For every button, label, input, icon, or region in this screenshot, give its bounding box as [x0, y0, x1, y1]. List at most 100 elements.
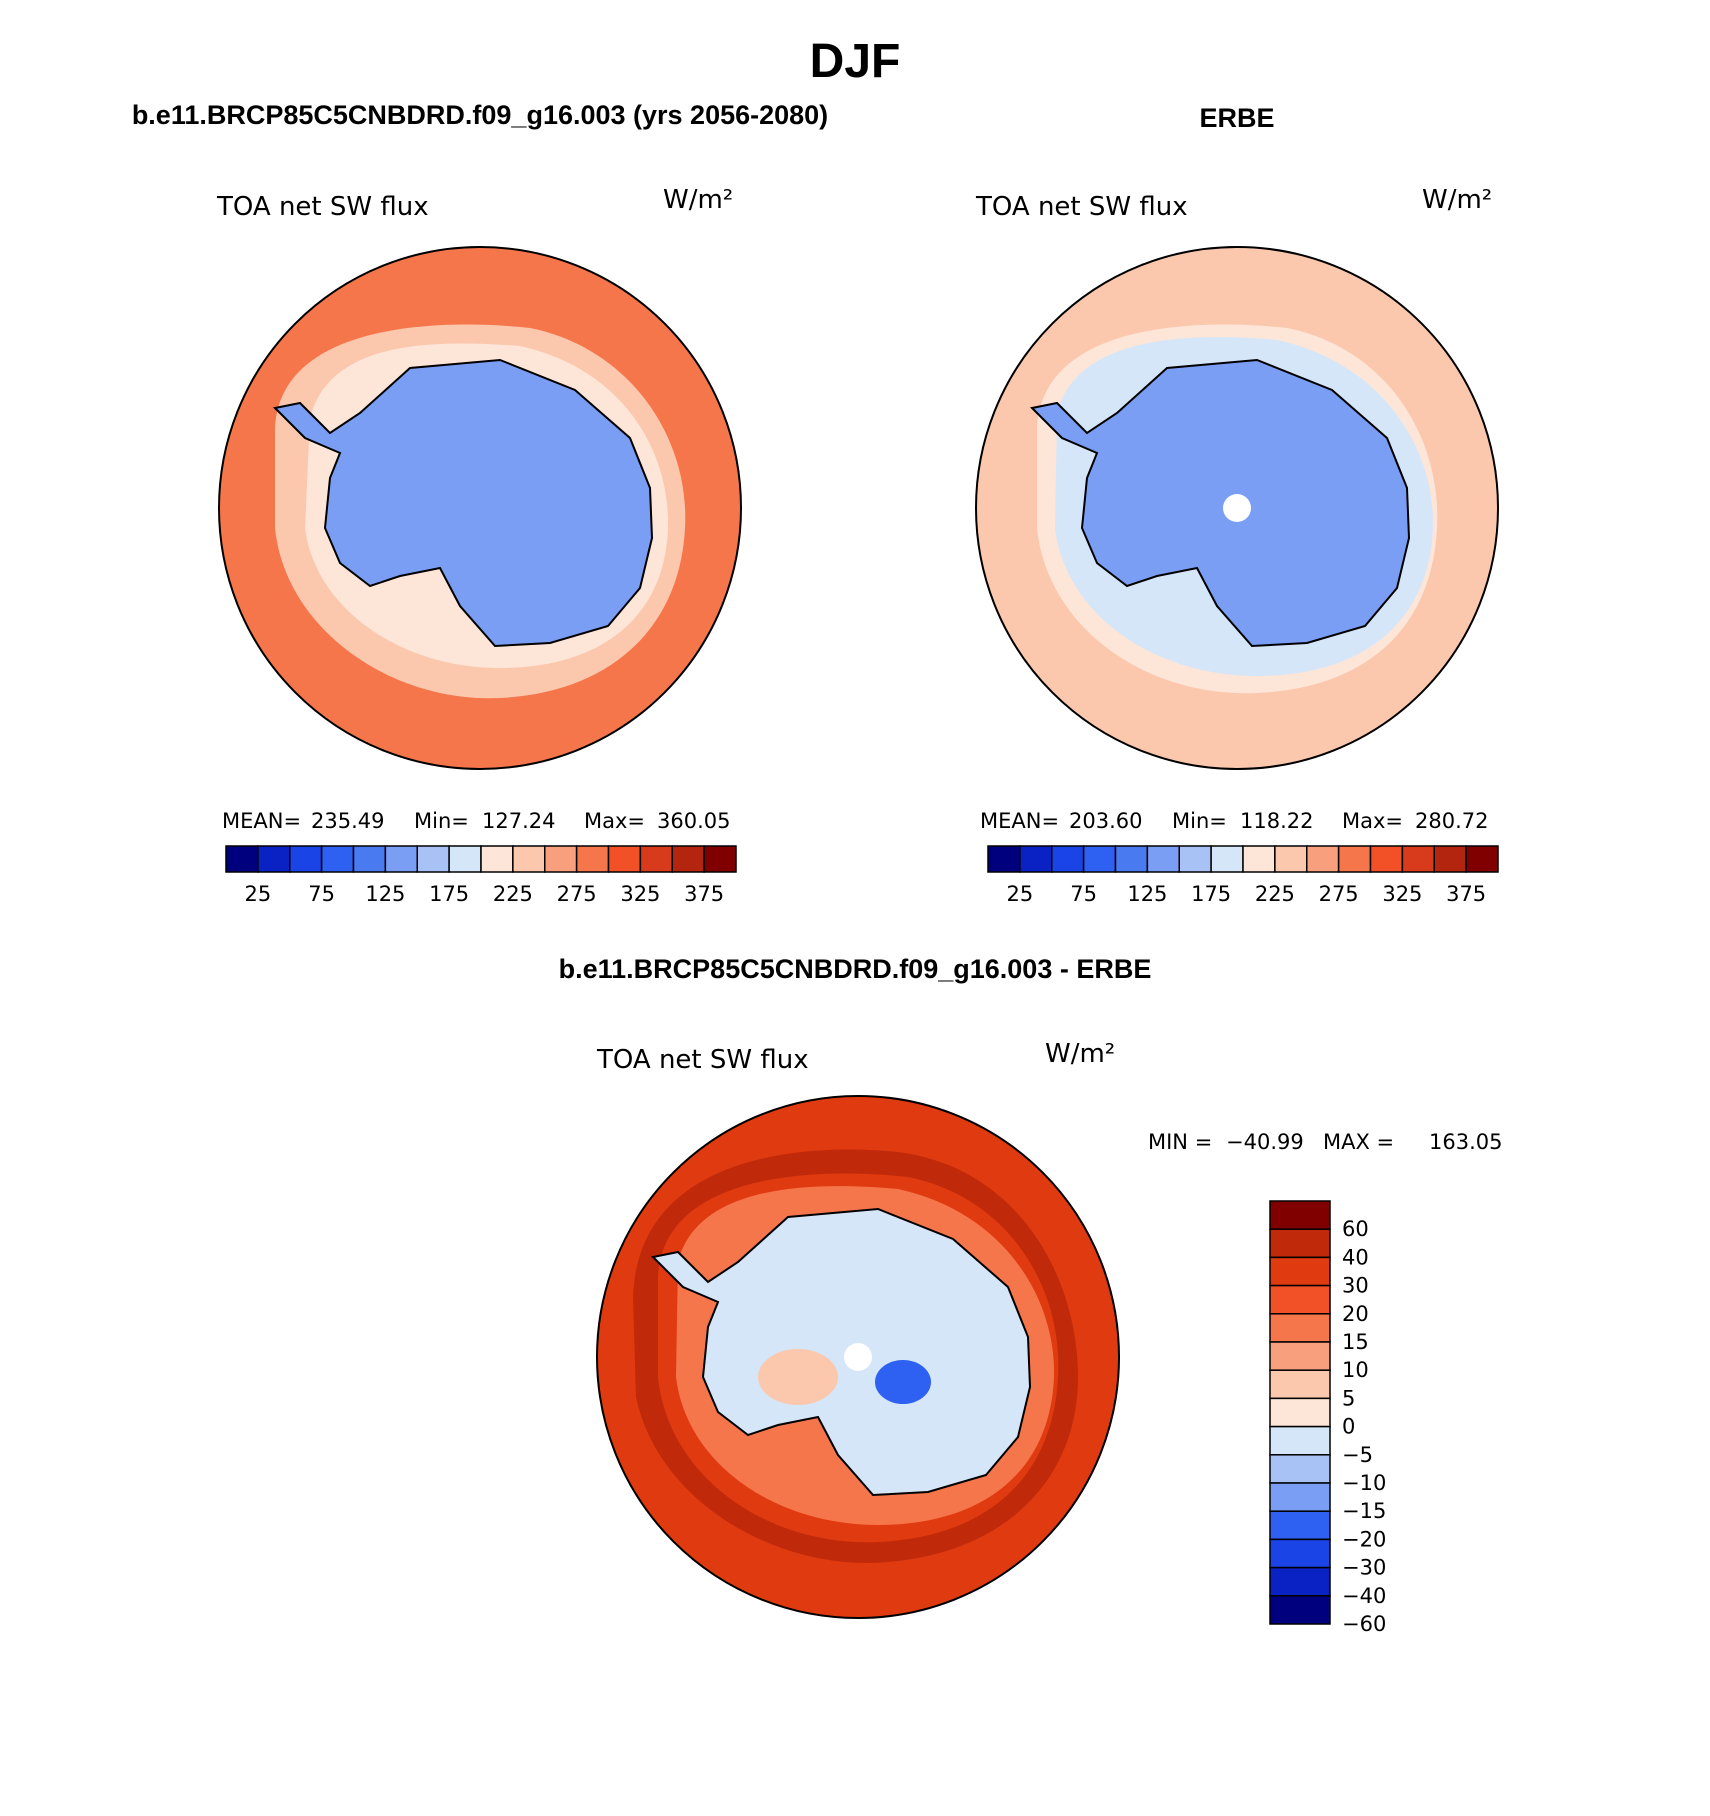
- colorbar-swatch: [1146, 845, 1180, 873]
- colorbar-tick-label: 275: [557, 882, 597, 906]
- colorbar-tick-label: −10: [1342, 1471, 1386, 1495]
- panel-diff-map: [597, 1096, 1119, 1618]
- colorbar-tick-label: −30: [1342, 1556, 1386, 1580]
- colorbar-swatch: [1269, 1595, 1331, 1625]
- min-label: Min=: [414, 809, 469, 833]
- panel-diff-colorbar: 60 40 30 20 15 10 5 0 −5 −10 −15 −20 −30 −40 −60: [1269, 1200, 1386, 1636]
- colorbar-swatch: [1269, 1200, 1331, 1230]
- colorbar-swatch: [1114, 845, 1149, 873]
- colorbar-tick-label: 0: [1342, 1415, 1355, 1439]
- panel-obs-colorbar: 25 75 125 175 225 275 325 375: [987, 845, 1499, 906]
- colorbar-swatch: [1269, 1228, 1331, 1259]
- panel-obs-map: [976, 247, 1498, 769]
- max-value: 360.05: [657, 809, 730, 833]
- panel-model-stats: MEAN= 235.49 Min= 127.24 Max= 360.05: [222, 809, 730, 833]
- colorbar-swatch: [1269, 1341, 1331, 1371]
- colorbar-swatch: [257, 845, 291, 873]
- colorbar-tick-label: 25: [1007, 882, 1034, 906]
- colorbar-tick-label: 175: [1191, 882, 1231, 906]
- colorbar-swatch: [1210, 845, 1244, 873]
- map-border: [596, 1095, 1120, 1619]
- panel-diff-stats: MIN = −40.99 MAX = 163.05: [1148, 1130, 1502, 1154]
- colorbar-swatch: [671, 845, 705, 873]
- panel-obs-stats: MEAN= 203.60 Min= 118.22 Max= 280.72: [980, 809, 1488, 833]
- colorbar-tick-label: 375: [684, 882, 724, 906]
- colorbar-swatch: [1269, 1397, 1331, 1428]
- colorbar-tick-label: 75: [308, 882, 335, 906]
- panel-model-map: [219, 247, 741, 769]
- panel-model-title: b.e11.BRCP85C5CNBDRD.f09_g16.003 (yrs 20…: [132, 100, 828, 130]
- colorbar-swatch: [416, 845, 450, 873]
- colorbar-swatch: [1082, 845, 1117, 873]
- colorbar-tick-label: 275: [1319, 882, 1359, 906]
- panel-obs: ERBE TOA net SW flux W/m² MEAN= 203.60 M…: [975, 103, 1499, 906]
- colorbar-swatch: [1269, 1510, 1331, 1541]
- pole-missing-data: [1223, 494, 1251, 522]
- colorbar-tick-label: 40: [1342, 1245, 1369, 1269]
- colorbar-swatch: [544, 845, 578, 873]
- colorbar-swatch: [1269, 1425, 1331, 1456]
- max-label: Max=: [1342, 809, 1403, 833]
- min-value: −40.99: [1226, 1130, 1304, 1154]
- colorbar-tick-label: −5: [1342, 1443, 1373, 1467]
- colorbar-tick-label: −60: [1342, 1612, 1386, 1636]
- colorbar-swatch: [1269, 1454, 1331, 1484]
- colorbar-tick-label: 5: [1342, 1386, 1355, 1410]
- colorbar-tick-label: 20: [1342, 1302, 1369, 1326]
- colorbar-tick-label: 375: [1446, 882, 1486, 906]
- colorbar-swatch: [575, 845, 610, 873]
- colorbar-swatch: [607, 845, 642, 873]
- min-value: 127.24: [482, 809, 555, 833]
- max-value: 280.72: [1415, 809, 1488, 833]
- colorbar-swatch: [512, 845, 546, 873]
- mean-value: 235.49: [311, 809, 384, 833]
- min-label: Min=: [1172, 809, 1227, 833]
- colorbar-swatch: [352, 845, 387, 873]
- panel-model-colorbar: 25 75 125 175 225 275 325 375: [225, 845, 737, 906]
- colorbar-swatch: [1269, 1482, 1331, 1512]
- colorbar-swatch: [1269, 1284, 1331, 1315]
- panel-diff-title: b.e11.BRCP85C5CNBDRD.f09_g16.003 - ERBE: [559, 954, 1152, 984]
- panel-obs-variable: TOA net SW flux: [975, 192, 1188, 222]
- colorbar-tick-label: −40: [1342, 1584, 1386, 1608]
- mean-label: MEAN=: [222, 809, 301, 833]
- min-label: MIN =: [1148, 1130, 1212, 1154]
- max-value: 163.05: [1429, 1130, 1502, 1154]
- colorbar-swatch: [1337, 845, 1372, 873]
- colorbar-swatch: [1269, 1566, 1331, 1597]
- colorbar-tick-label: 75: [1070, 882, 1097, 906]
- colorbar-swatch: [289, 845, 323, 873]
- colorbar-tick-label: 125: [1127, 882, 1167, 906]
- colorbar-swatch: [1433, 845, 1467, 873]
- colorbar-tick-label: −20: [1342, 1527, 1386, 1551]
- colorbar-tick-label: 10: [1342, 1358, 1369, 1382]
- colorbar-swatch: [639, 845, 673, 873]
- colorbar-swatch: [320, 845, 355, 873]
- panel-model: b.e11.BRCP85C5CNBDRD.f09_g16.003 (yrs 20…: [132, 100, 828, 906]
- colorbar-swatch: [1401, 845, 1435, 873]
- colorbar-tick-label: 25: [245, 882, 272, 906]
- colorbar-swatch: [1274, 845, 1308, 873]
- max-label: MAX =: [1323, 1130, 1394, 1154]
- colorbar-swatch: [1019, 845, 1053, 873]
- colorbar-swatch: [1269, 1538, 1331, 1569]
- colorbar-swatch: [1306, 845, 1340, 873]
- colorbar-swatch: [1369, 845, 1404, 873]
- colorbar-swatch: [448, 845, 482, 873]
- panel-obs-title: ERBE: [1199, 103, 1274, 133]
- panel-diff-variable: TOA net SW flux: [596, 1045, 809, 1075]
- mean-label: MEAN=: [980, 809, 1059, 833]
- colorbar-swatch: [480, 845, 514, 873]
- colorbar-tick-label: 175: [429, 882, 469, 906]
- colorbar-swatch: [1465, 845, 1499, 873]
- colorbar-tick-label: −15: [1342, 1499, 1386, 1523]
- colorbar-swatch: [225, 845, 259, 873]
- panel-diff-units: W/m²: [1045, 1039, 1115, 1069]
- map-border: [975, 246, 1499, 770]
- colorbar-swatch: [1269, 1256, 1331, 1287]
- colorbar-swatch: [1269, 1313, 1331, 1343]
- panel-model-variable: TOA net SW flux: [216, 192, 429, 222]
- colorbar-swatch: [1051, 845, 1085, 873]
- panel-model-units: W/m²: [663, 185, 733, 215]
